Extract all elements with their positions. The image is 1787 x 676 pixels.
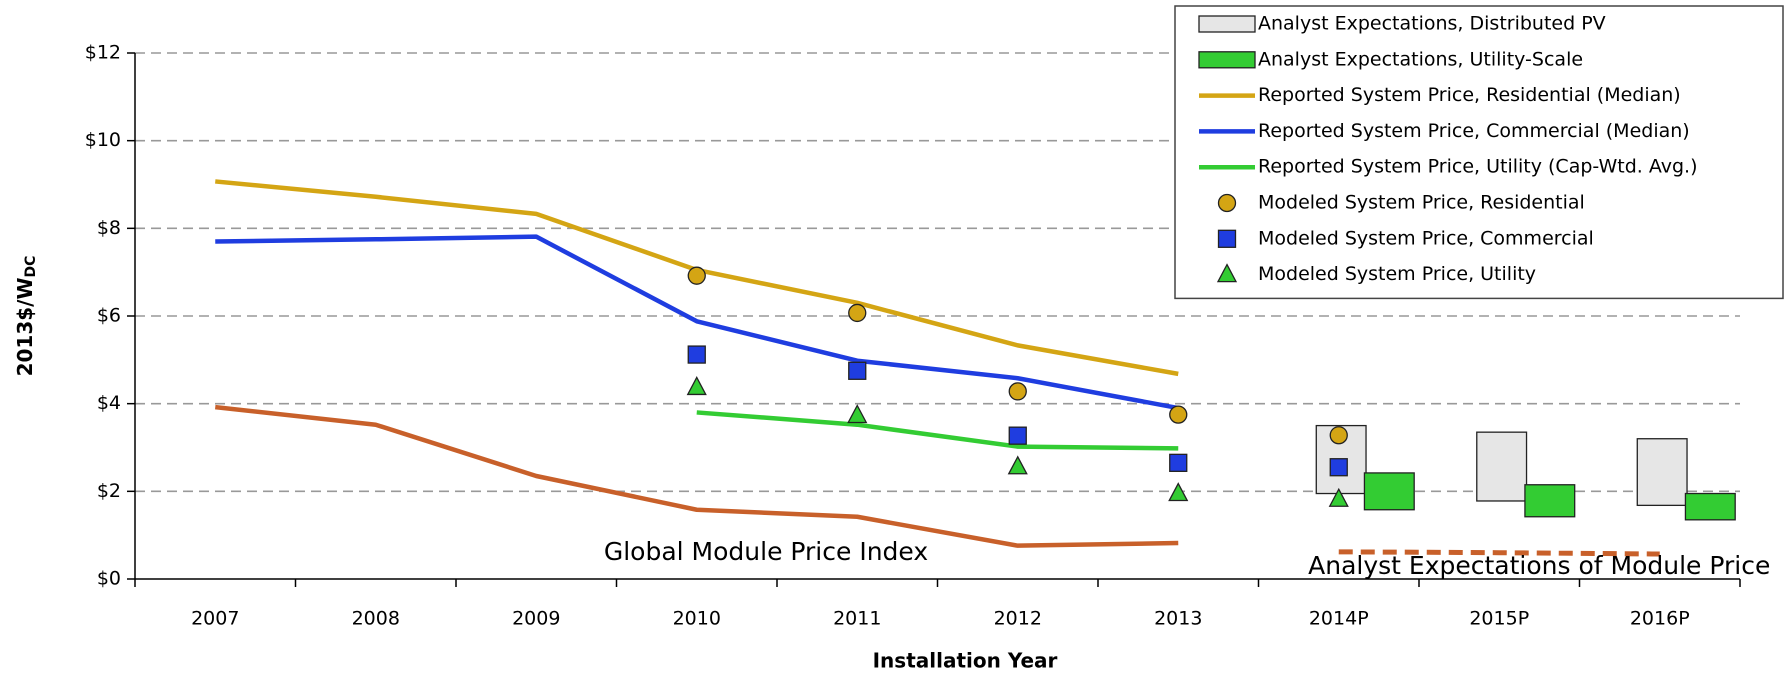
legend: Analyst Expectations, Distributed PV Anal… [1174,5,1784,300]
y-tick-label: $2 [97,480,121,502]
marker [1329,458,1348,477]
legend-label: Modeled System Price, Utility [1258,263,1536,285]
marker [1328,487,1349,507]
x-tick-label: 2008 [352,608,400,630]
marker [1008,382,1027,401]
x-tick-label: 2014P [1309,608,1369,630]
legend-label: Modeled System Price, Commercial [1258,227,1594,249]
range-box [1524,484,1576,518]
marker [1169,453,1188,472]
y-axis-label-sub: DC [23,256,39,278]
marker [847,404,868,424]
annotation: Analyst Expectations of Module Price [1308,551,1770,580]
legend-swatch [1198,15,1256,33]
legend-box [1174,5,1784,300]
x-tick-label: 2015P [1469,608,1529,630]
legend-label: Analyst Expectations, Utility-Scale [1258,48,1583,70]
marker [1007,455,1028,475]
marker [687,345,706,364]
legend-label: Reported System Price, Commercial (Media… [1258,120,1690,142]
legend-swatch [1216,263,1238,283]
x-axis-label: Installation Year [873,649,1058,673]
y-tick-label: $12 [85,42,121,64]
x-tick-label: 2012 [994,608,1042,630]
y-tick-label: $0 [97,568,121,590]
marker [686,376,707,396]
x-tick-label: 2016P [1630,608,1690,630]
series-line [215,404,1179,548]
y-axis-label: 2013$/WDC [13,256,40,377]
legend-swatch [1217,229,1237,248]
legend-swatch [1198,51,1256,69]
x-tick-label: 2010 [673,608,721,630]
x-tick-label: 2011 [833,608,881,630]
range-box [1363,472,1415,511]
series-line [696,410,1179,451]
x-tick-label: 2013 [1154,608,1202,630]
legend-label: Modeled System Price, Residential [1258,192,1585,214]
marker [1169,405,1188,424]
legend-label: Reported System Price, Residential (Medi… [1258,84,1681,106]
range-box [1684,492,1736,521]
marker [687,266,706,285]
x-tick-label: 2009 [512,608,560,630]
range-box [1476,431,1528,502]
y-tick-label: $10 [85,129,121,151]
x-tick-label: 2007 [191,608,239,630]
range-box [1636,438,1688,507]
marker [848,361,867,380]
y-tick-label: $8 [97,217,121,239]
y-axis-label-main: 2013$/W [13,277,37,376]
annotation: Global Module Price Index [604,537,928,566]
marker [1329,426,1348,445]
marker [848,303,867,323]
series-line [215,234,1179,411]
marker [1008,426,1027,445]
legend-swatch [1217,193,1237,213]
y-tick-label: $6 [97,305,121,327]
legend-label: Reported System Price, Utility (Cap-Wtd.… [1258,156,1698,178]
y-tick-label: $4 [97,392,121,414]
series-line [1338,549,1660,557]
marker [1168,482,1189,502]
legend-label: Analyst Expectations, Distributed PV [1258,13,1606,35]
